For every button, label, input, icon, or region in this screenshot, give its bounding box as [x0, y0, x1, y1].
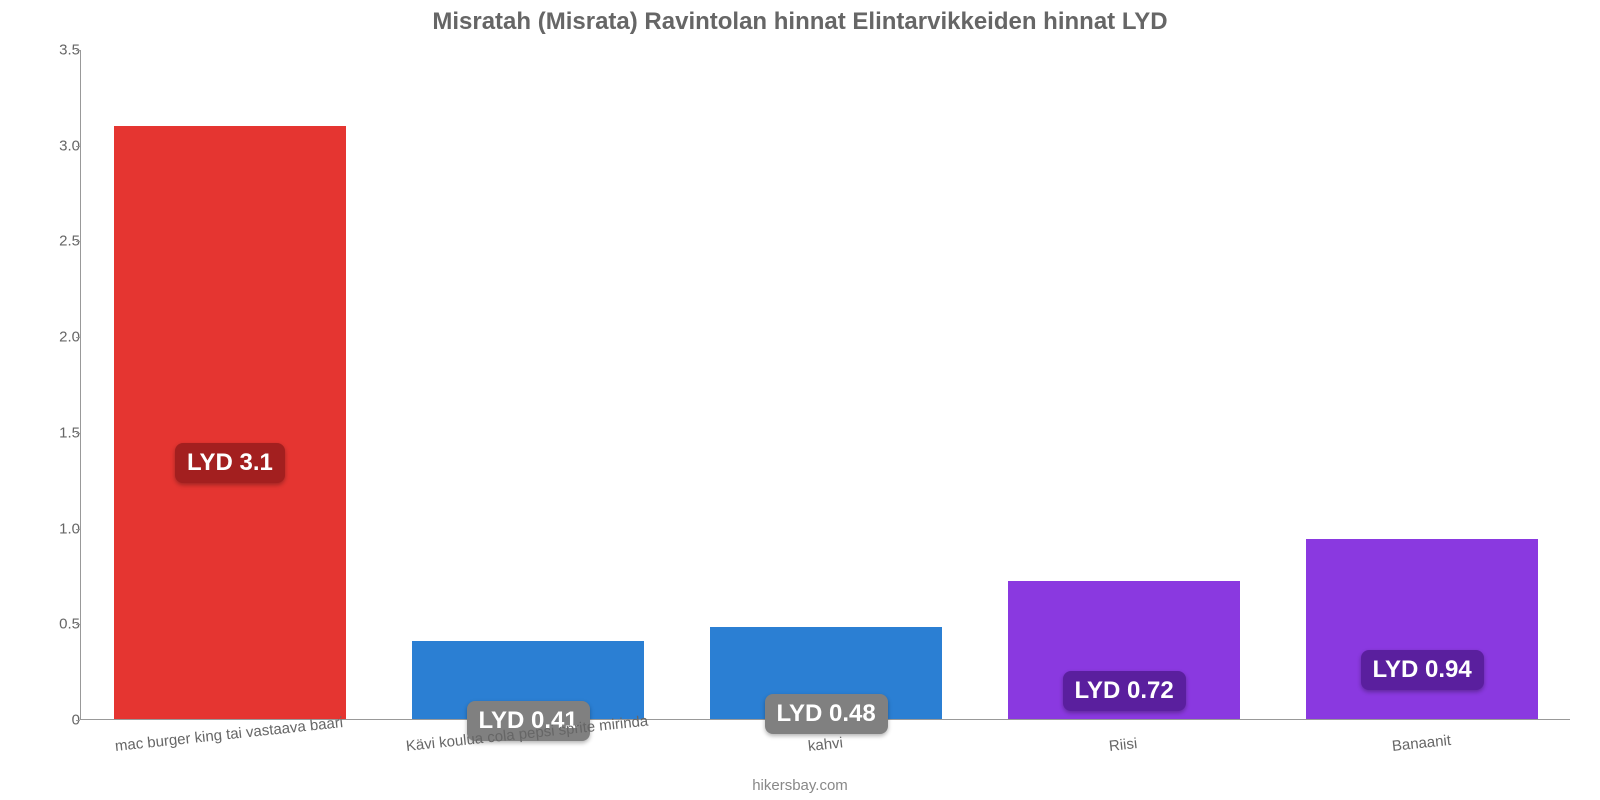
value-badge: LYD 0.94: [1361, 650, 1484, 690]
value-badge: LYD 3.1: [175, 443, 285, 483]
plot-area: LYD 3.1LYD 0.41LYD 0.48LYD 0.72LYD 0.94: [80, 50, 1570, 720]
x-tick-label: kahvi: [807, 734, 844, 755]
y-tick-mark: [76, 720, 80, 721]
x-tick-label: Riisi: [1108, 735, 1138, 755]
x-tick-label: mac burger king tai vastaava baari: [114, 714, 344, 755]
value-badge: LYD 0.48: [765, 694, 888, 734]
y-tick-label: 2.0: [20, 329, 80, 346]
price-bar-chart: Misratah (Misrata) Ravintolan hinnat Eli…: [0, 0, 1600, 800]
chart-title: Misratah (Misrata) Ravintolan hinnat Eli…: [0, 8, 1600, 36]
y-tick-label: 0.5: [20, 616, 80, 633]
price-bar: [1306, 539, 1538, 719]
price-bar: [114, 126, 346, 719]
attribution-text: hikersbay.com: [0, 777, 1600, 794]
y-tick-label: 3.5: [20, 42, 80, 59]
value-badge: LYD 0.72: [1063, 671, 1186, 711]
y-tick-label: 1.0: [20, 520, 80, 537]
y-tick-label: 3.0: [20, 137, 80, 154]
x-tick-label: Banaanit: [1391, 732, 1452, 755]
y-tick-label: 2.5: [20, 233, 80, 250]
y-tick-label: 1.5: [20, 424, 80, 441]
y-tick-label: 0: [20, 712, 80, 729]
